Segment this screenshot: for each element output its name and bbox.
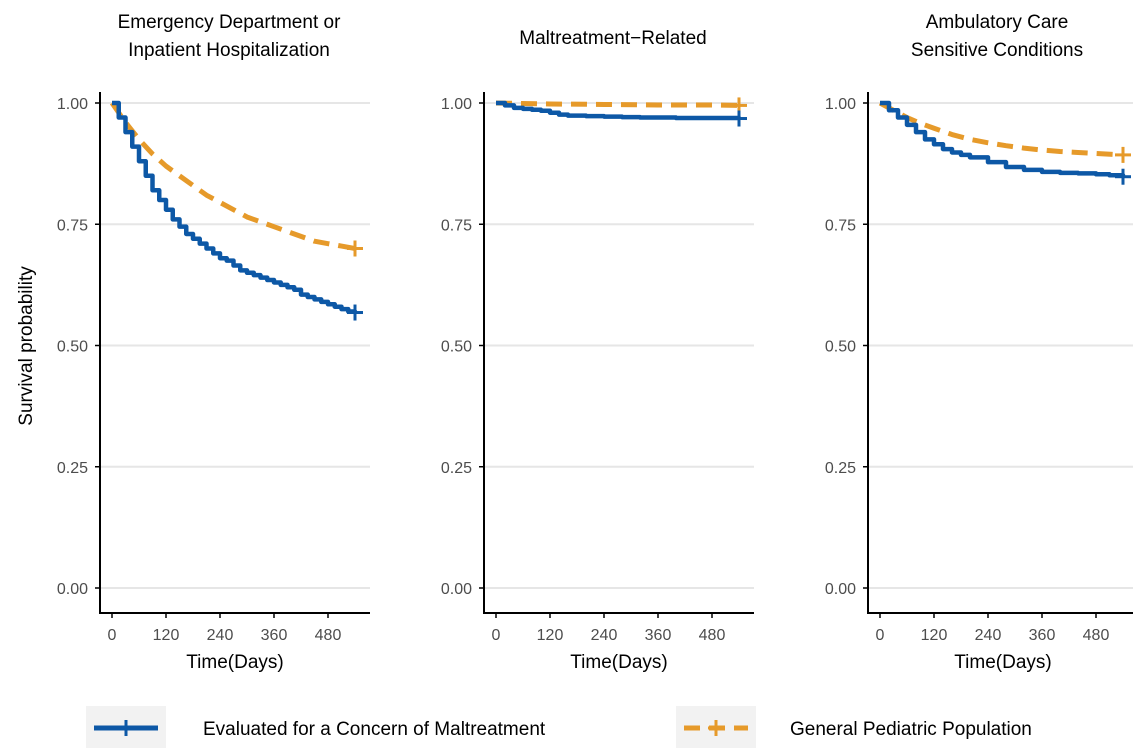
legend-item-maltreatment: Evaluated for a Concern of Maltreatment: [86, 706, 546, 748]
x-tick-label: 0: [876, 627, 885, 644]
y-tick-label: 0.00: [57, 581, 88, 598]
series-line-maltreatment: [112, 100, 358, 314]
x-tick-label: 0: [108, 627, 117, 644]
y-tick-label: 0.75: [441, 217, 472, 234]
x-tick-label: 120: [921, 627, 948, 644]
legend-label: Evaluated for a Concern of Maltreatment: [203, 719, 546, 740]
legend-item-general: General Pediatric Population: [676, 706, 1032, 748]
series-line-maltreatment: [880, 100, 1126, 178]
legend: Evaluated for a Concern of Maltreatment G…: [86, 706, 1032, 748]
panel-1: 0.00 0.25 0.50 0.75 1.00 0 120 240 360 480 Time(Da…: [57, 12, 370, 673]
y-tick-label: 1.00: [57, 96, 88, 113]
x-tick-label: 240: [591, 627, 618, 644]
y-tick-label: 0.00: [825, 581, 856, 598]
x-tick-label: 240: [207, 627, 234, 644]
panel-title: Emergency Department or: [118, 12, 341, 33]
series-line-general: [878, 100, 1124, 158]
x-tick-label: 480: [699, 627, 726, 644]
y-tick-label: 1.00: [825, 96, 856, 113]
panel-title: Inpatient Hospitalization: [128, 40, 330, 61]
x-tick-label: 360: [645, 627, 672, 644]
y-tick-label: 0.50: [57, 339, 88, 356]
y-axis-label: Survival probability: [16, 266, 37, 426]
series-line-general: [109, 101, 356, 251]
y-tick-label: 0.50: [825, 339, 856, 356]
y-tick-label: 0.00: [441, 581, 472, 598]
y-tick-label: 0.50: [441, 339, 472, 356]
panel-title: Ambulatory Care: [926, 12, 1069, 33]
x-axis-label: Time(Days): [186, 652, 283, 673]
y-tick-label: 0.25: [441, 460, 472, 477]
y-tick-label: 0.75: [825, 217, 856, 234]
panel-2: 0.00 0.25 0.50 0.75 1.00 0 120 240 360 480 Time(Da…: [441, 28, 754, 673]
panel-3: 0.00 0.25 0.50 0.75 1.00 0 120 240 360 480 Time(Da…: [825, 12, 1133, 673]
x-axis-label: Time(Days): [954, 652, 1051, 673]
x-tick-label: 480: [1083, 627, 1110, 644]
y-tick-label: 0.25: [57, 460, 88, 477]
panel-title: Maltreatment−Related: [519, 28, 706, 49]
y-tick-label: 0.25: [825, 460, 856, 477]
y-tick-label: 1.00: [441, 96, 472, 113]
series-line-maltreatment: [496, 100, 742, 121]
x-axis-label: Time(Days): [570, 652, 667, 673]
x-tick-label: 240: [975, 627, 1002, 644]
x-tick-label: 120: [537, 627, 564, 644]
x-tick-label: 120: [153, 627, 180, 644]
x-tick-label: 360: [261, 627, 288, 644]
x-tick-label: 480: [315, 627, 342, 644]
series-line-general: [495, 100, 740, 108]
x-tick-label: 360: [1029, 627, 1056, 644]
y-tick-label: 0.75: [57, 217, 88, 234]
panel-title: Sensitive Conditions: [911, 40, 1083, 61]
panels: 0.00 0.25 0.50 0.75 1.00 0 120 240 360 480 Time(Da…: [57, 12, 1133, 673]
legend-label: General Pediatric Population: [790, 719, 1032, 740]
x-tick-label: 0: [492, 627, 501, 644]
